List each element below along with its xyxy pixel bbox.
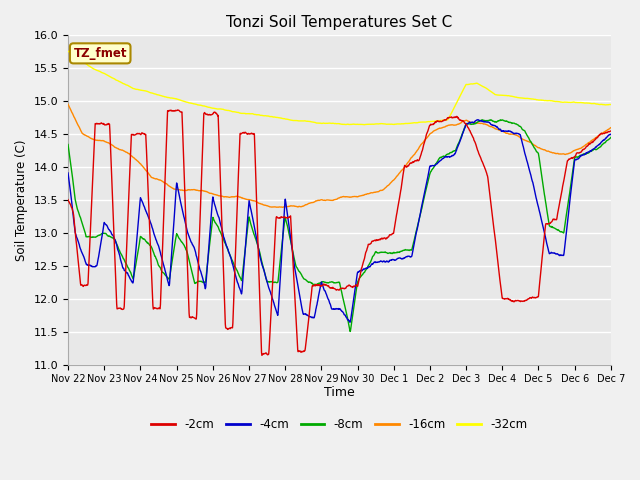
X-axis label: Time: Time — [324, 386, 355, 399]
Legend: -2cm, -4cm, -8cm, -16cm, -32cm: -2cm, -4cm, -8cm, -16cm, -32cm — [147, 413, 532, 436]
Title: Tonzi Soil Temperatures Set C: Tonzi Soil Temperatures Set C — [227, 15, 452, 30]
Y-axis label: Soil Temperature (C): Soil Temperature (C) — [15, 139, 28, 261]
Text: TZ_fmet: TZ_fmet — [74, 47, 127, 60]
